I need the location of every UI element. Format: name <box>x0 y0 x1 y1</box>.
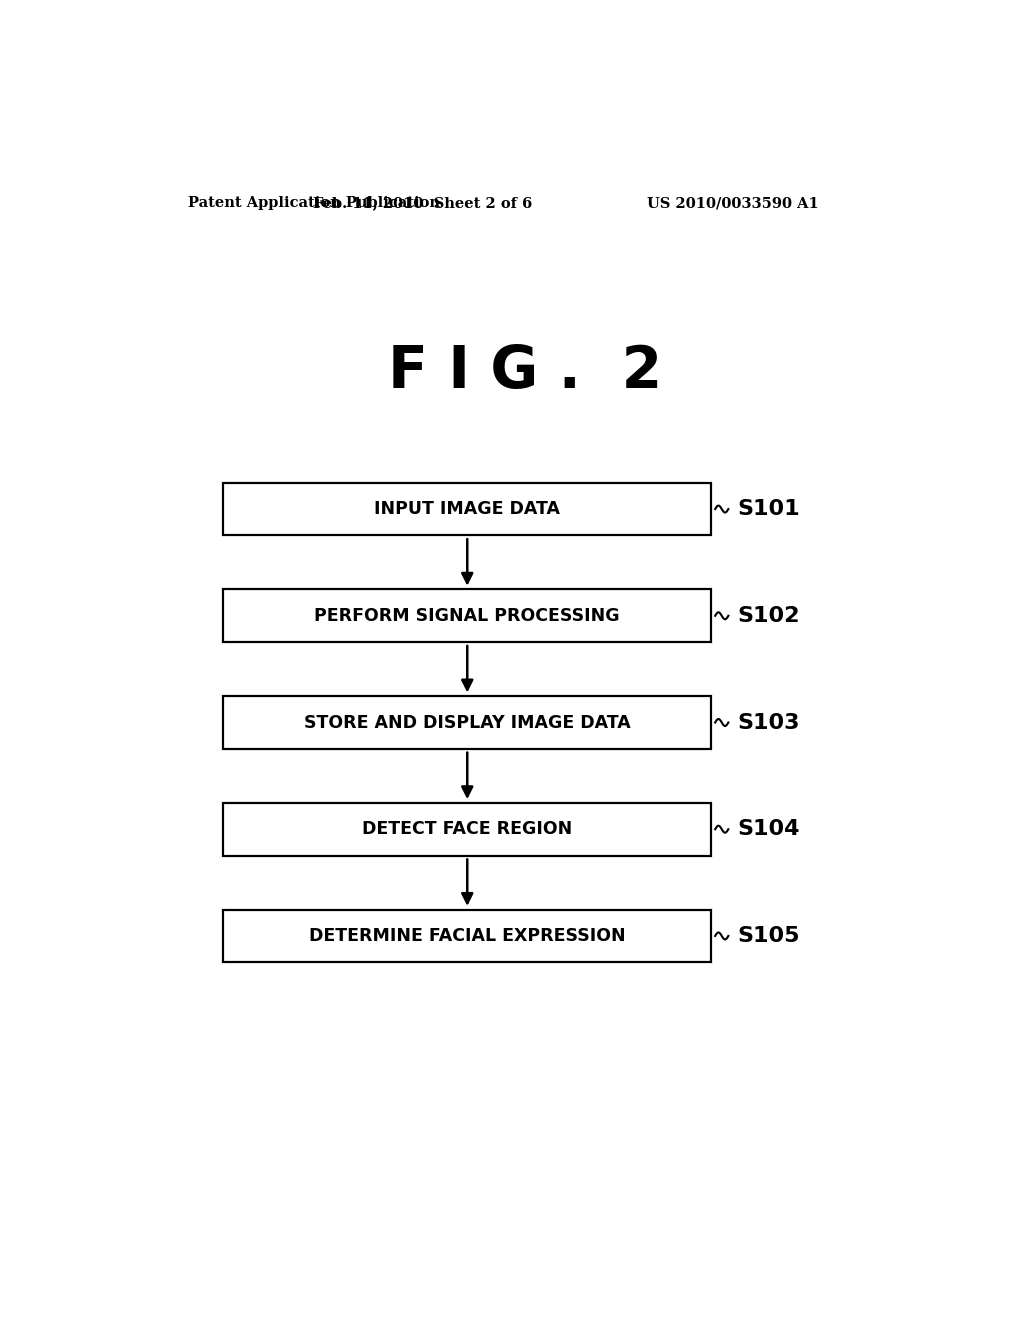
Text: STORE AND DISPLAY IMAGE DATA: STORE AND DISPLAY IMAGE DATA <box>304 714 631 731</box>
Text: S102: S102 <box>737 606 800 626</box>
Text: S105: S105 <box>737 925 800 946</box>
Text: Feb. 11, 2010  Sheet 2 of 6: Feb. 11, 2010 Sheet 2 of 6 <box>313 197 532 210</box>
Bar <box>223 589 712 643</box>
Text: PERFORM SIGNAL PROCESSING: PERFORM SIGNAL PROCESSING <box>314 607 621 624</box>
Text: DETERMINE FACIAL EXPRESSION: DETERMINE FACIAL EXPRESSION <box>309 927 626 945</box>
Bar <box>223 909 712 962</box>
Bar <box>223 483 712 536</box>
Text: DETECT FACE REGION: DETECT FACE REGION <box>362 820 572 838</box>
Bar <box>223 696 712 748</box>
Text: F I G .  2: F I G . 2 <box>388 343 662 400</box>
Text: S101: S101 <box>737 499 801 519</box>
Text: Patent Application Publication: Patent Application Publication <box>188 197 440 210</box>
Bar <box>223 803 712 855</box>
Text: S104: S104 <box>737 820 800 840</box>
Text: S103: S103 <box>737 713 800 733</box>
Text: INPUT IMAGE DATA: INPUT IMAGE DATA <box>374 500 560 517</box>
Text: US 2010/0033590 A1: US 2010/0033590 A1 <box>646 197 818 210</box>
